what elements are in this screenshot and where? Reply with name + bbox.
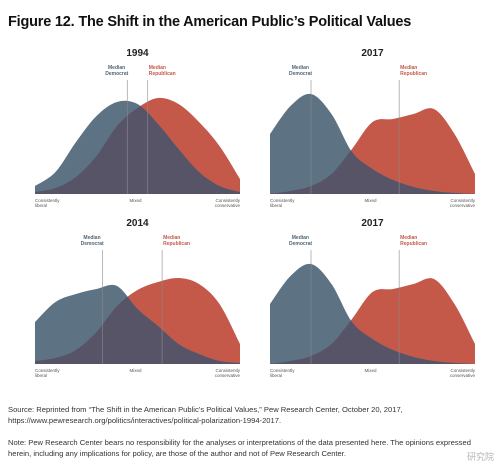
democrat-area	[270, 93, 475, 194]
x-axis-label-center: Mixed	[129, 368, 142, 373]
x-axis-label-right: Consistently conservative	[449, 198, 475, 209]
x-axis-label-left: Consistently liberal	[35, 368, 60, 379]
area-chart	[270, 80, 475, 194]
chart-panel-1: 1994 Median Democrat Median Republican Cons…	[35, 48, 240, 216]
x-axis-label-right: Consistently conservative	[449, 368, 475, 379]
democrat-median-label: Median Democrat	[105, 65, 129, 77]
republican-median-label: Median Republican	[400, 235, 428, 247]
charts-grid: 1994 Median Democrat Median Republican Cons…	[35, 48, 475, 386]
figure-title: Figure 12. The Shift in the American Pub…	[8, 14, 412, 30]
x-axis-label-center: Mixed	[364, 198, 377, 203]
chart-title: 2014	[126, 218, 149, 229]
chart-panel-4: 2017 Median Democrat Median Republican Cons…	[270, 218, 475, 386]
area-chart	[270, 250, 475, 364]
chart-panel-3: 2014 Median Democrat Median Republican Cons…	[35, 218, 240, 386]
democrat-area	[270, 263, 475, 364]
republican-area	[270, 278, 475, 364]
source-note: Source: Reprinted from “The Shift in the…	[8, 405, 403, 425]
area-chart	[35, 250, 240, 364]
republican-median-label: Median Republican	[163, 235, 191, 247]
republican-median-label: Median Republican	[148, 65, 176, 77]
x-axis-label-center: Mixed	[364, 368, 377, 373]
x-axis-label-right: Consistently conservative	[214, 198, 240, 209]
x-axis-label-right: Consistently conservative	[214, 368, 240, 379]
republican-median-label: Median Republican	[400, 65, 428, 77]
x-axis-label-left: Consistently liberal	[270, 198, 295, 209]
chart-title: 2017	[361, 218, 384, 229]
democrat-median-label: Median Democrat	[80, 235, 104, 247]
disclaimer-note: Note: Pew Research Center bears no respo…	[8, 438, 471, 458]
x-axis-label-left: Consistently liberal	[270, 368, 295, 379]
chart-title: 2017	[361, 48, 384, 59]
democrat-median-label: Median Democrat	[289, 65, 313, 77]
chart-panel-2: 2017 Median Democrat Median Republican Cons…	[270, 48, 475, 216]
x-axis-label-center: Mixed	[129, 198, 142, 203]
democrat-median-label: Median Democrat	[289, 235, 313, 247]
x-axis-label-left: Consistently liberal	[35, 198, 60, 209]
watermark-text: 研究院	[466, 453, 494, 463]
republican-area	[270, 108, 475, 194]
area-chart	[35, 80, 240, 194]
chart-title: 1994	[126, 48, 149, 59]
